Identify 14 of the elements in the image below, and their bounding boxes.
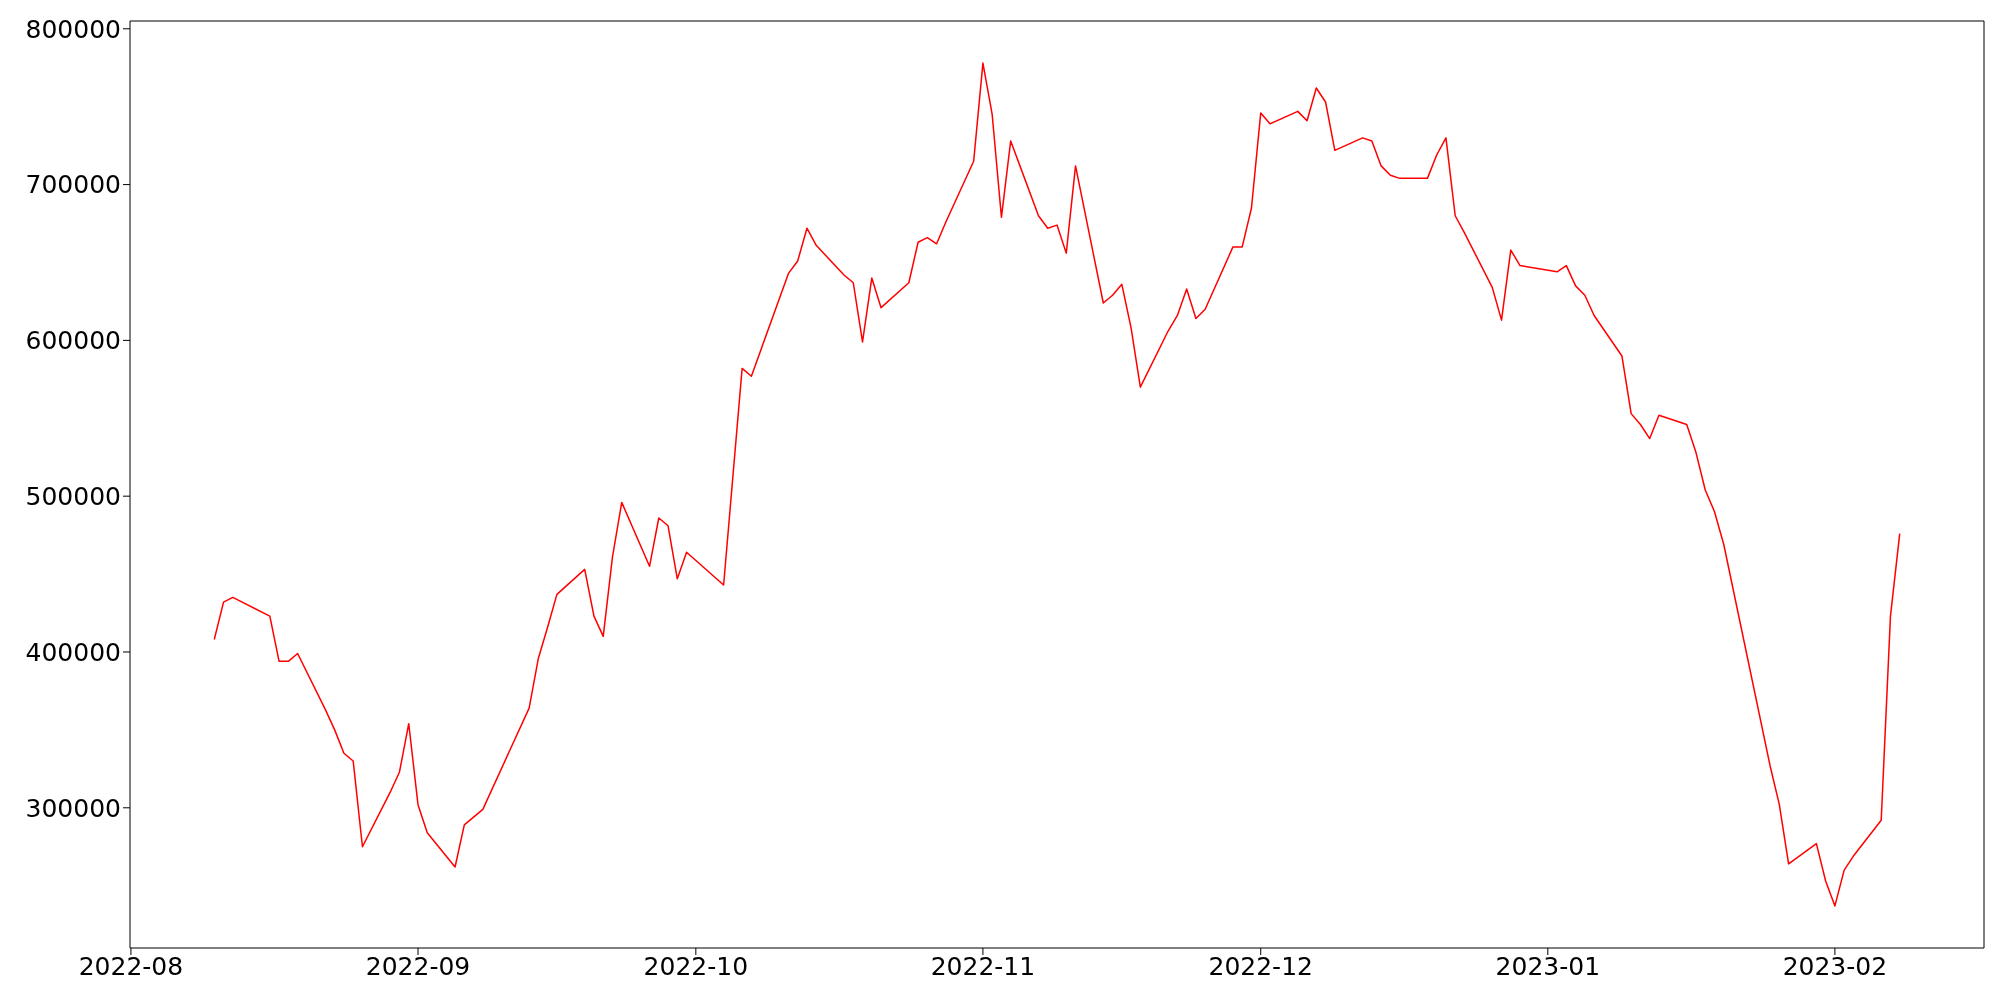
y-tick-label: 600000 <box>25 326 121 356</box>
y-tick-label: 500000 <box>25 482 121 512</box>
x-tick-label: 2023-02 <box>1782 951 1888 981</box>
x-tick-label: 2022-09 <box>365 951 471 981</box>
line-series <box>213 62 1901 907</box>
x-tick-label: 2023-01 <box>1495 951 1601 981</box>
y-tick-label: 300000 <box>25 793 121 823</box>
y-tick-label: 800000 <box>25 14 121 44</box>
y-tick-label: 400000 <box>25 637 121 667</box>
x-tick-label: 2022-10 <box>643 951 749 981</box>
x-tick-label: 2022-11 <box>930 951 1036 981</box>
x-tick-label: 2022-08 <box>78 951 184 981</box>
x-tick-label: 2022-12 <box>1208 951 1313 981</box>
y-tick-label: 700000 <box>25 170 121 200</box>
